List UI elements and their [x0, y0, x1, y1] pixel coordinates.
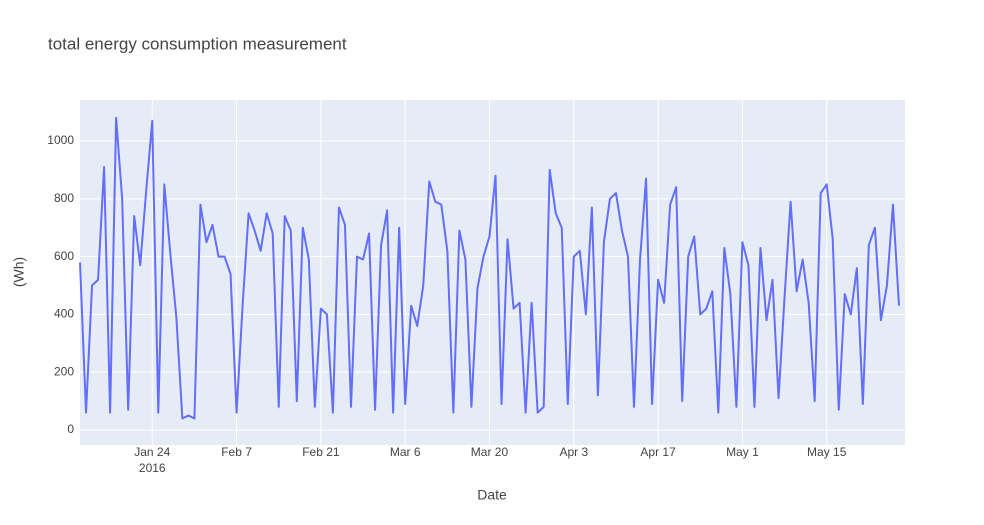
y-tick-label: 400: [54, 307, 74, 321]
x-tick-label: Jan 24: [134, 445, 170, 459]
y-tick-label: 200: [54, 364, 74, 378]
y-tick-label: 0: [67, 422, 74, 436]
x-tick-label: Mar 6: [390, 445, 421, 459]
y-tick-label: 1000: [47, 133, 74, 147]
x-tick-label: Feb 21: [302, 445, 340, 459]
y-tick-label: 800: [54, 191, 74, 205]
data-line: [79, 116, 900, 420]
y-axis-label: (Wh): [11, 257, 27, 287]
y-tick-label: 600: [54, 249, 74, 263]
x-tick-label: Apr 3: [559, 445, 588, 459]
plot-area: [80, 100, 905, 445]
x-tick-label: May 15: [807, 445, 847, 459]
chart-title: total energy consumption measurement: [48, 34, 347, 53]
x-tick-label: Feb 7: [221, 445, 252, 459]
x-year-label: 2016: [139, 461, 166, 475]
x-axis-label: Date: [477, 487, 507, 503]
x-tick-label: Apr 17: [640, 445, 676, 459]
x-tick-label: Mar 20: [471, 445, 509, 459]
x-tick-label: May 1: [726, 445, 759, 459]
